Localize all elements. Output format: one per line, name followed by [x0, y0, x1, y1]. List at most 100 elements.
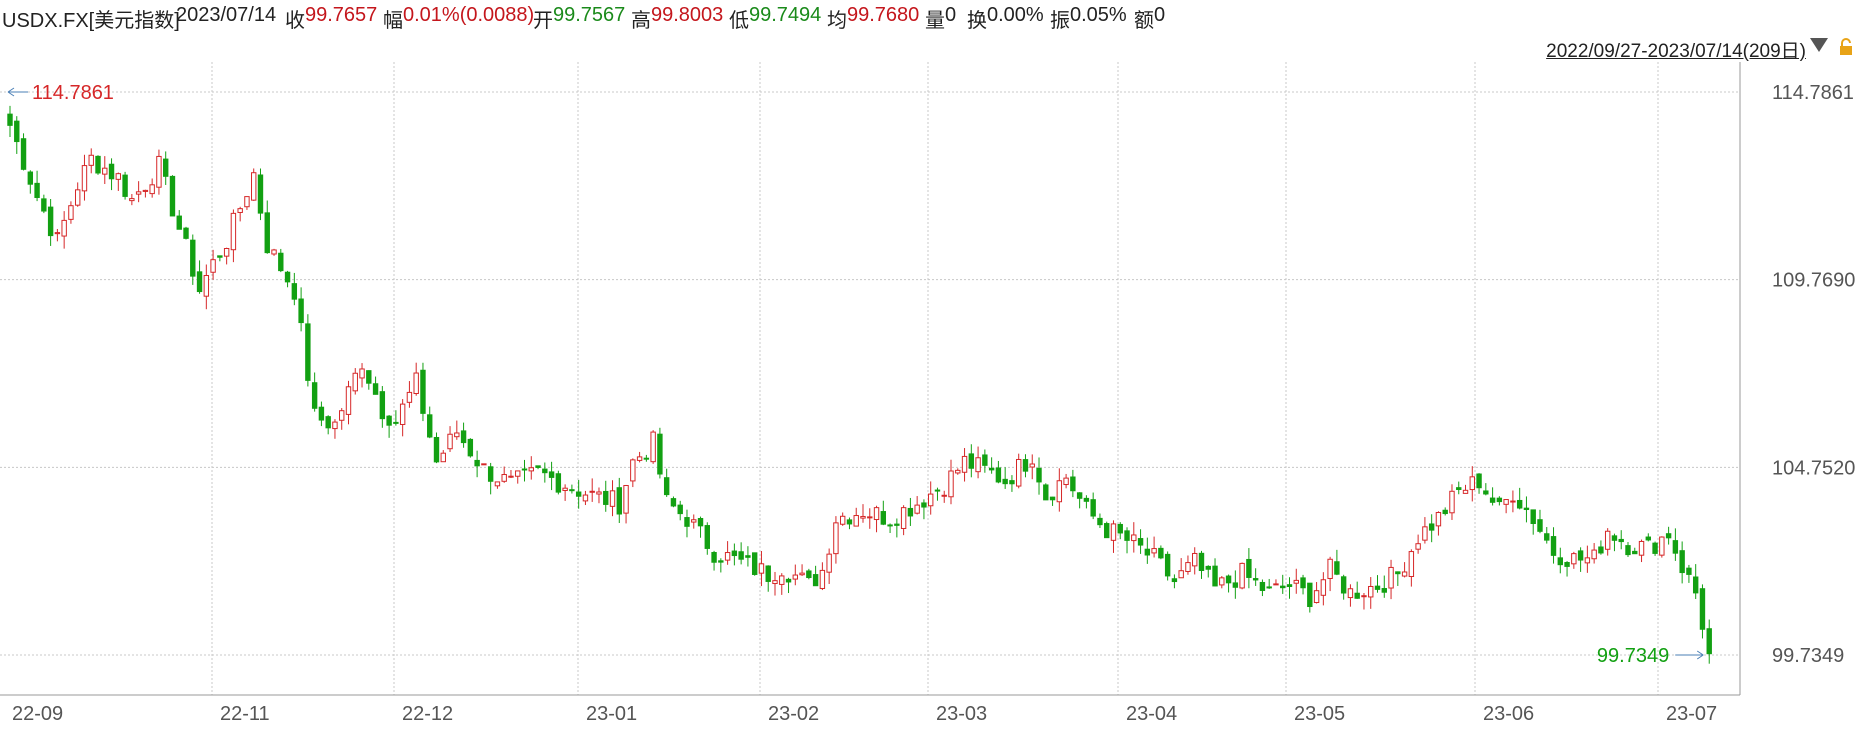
candle-up [237, 208, 243, 213]
candle-down [745, 555, 751, 558]
candle-up [481, 463, 487, 466]
close-label: 收 [285, 10, 305, 32]
candle-up [515, 470, 521, 477]
candle-up [223, 248, 230, 257]
candle-down [1246, 558, 1252, 578]
candle-down [887, 524, 893, 527]
amount-value: 0 [1154, 4, 1166, 26]
candle-down [718, 560, 724, 563]
candle-up [1029, 463, 1035, 468]
candle-up [1408, 551, 1415, 578]
amount-label: 额 [1134, 10, 1154, 32]
candle-up [1401, 571, 1408, 577]
candle-up [1016, 458, 1022, 487]
candle-down [1564, 562, 1570, 567]
candle-up [630, 459, 636, 482]
candle-down [1212, 565, 1218, 587]
candle-down [603, 490, 609, 505]
candle-down [616, 487, 622, 515]
candle-down [1036, 467, 1042, 483]
min-arrow-icon [1696, 650, 1704, 660]
volume-value: 0 [945, 4, 957, 26]
candle-up [1503, 499, 1509, 505]
candle-up [102, 167, 108, 175]
x-tick-label: 22-11 [220, 703, 270, 725]
candle-up [1469, 476, 1475, 491]
candle-down [1158, 547, 1164, 559]
candle-down [988, 467, 995, 471]
candle-down [41, 198, 47, 212]
candle-down [1171, 578, 1178, 583]
turnover-value: 0.00% [987, 4, 1044, 26]
candle-down [366, 370, 372, 384]
candle-down [751, 552, 758, 575]
candle-up [1056, 480, 1063, 503]
candle-down [163, 158, 169, 177]
candle-down [697, 517, 704, 527]
candle-down [1645, 536, 1652, 541]
candle-up [332, 421, 338, 430]
y-tick-label: 104.7520 [1772, 457, 1855, 479]
candle-up [961, 455, 968, 473]
candle-down [1307, 582, 1313, 608]
candle-up [339, 410, 345, 421]
candle-down [1280, 585, 1286, 589]
candle-up [1185, 562, 1191, 572]
candle-up [1584, 557, 1591, 564]
candle-up [61, 219, 67, 237]
max-arrow-icon [7, 87, 15, 97]
candle-down [542, 468, 548, 474]
candle-up [345, 386, 352, 415]
candle-down [190, 239, 196, 277]
avg-label: 均 [827, 10, 847, 32]
candle-down [20, 138, 27, 170]
candle-up [1239, 562, 1245, 589]
x-tick-label: 23-03 [936, 703, 987, 725]
candle-down [657, 433, 663, 475]
candle-down [575, 491, 582, 497]
candle-down [812, 574, 819, 587]
candle-down [433, 436, 440, 463]
candle-up [230, 212, 237, 251]
candle-down [1374, 585, 1381, 590]
candle-up [508, 475, 514, 478]
candle-up [88, 154, 94, 166]
x-tick-label: 23-06 [1483, 703, 1534, 725]
candle-up [826, 553, 832, 573]
x-tick-label: 23-04 [1126, 703, 1177, 725]
candle-up [596, 491, 602, 495]
x-tick-label: 22-12 [402, 703, 453, 725]
candle-down [427, 414, 433, 438]
candle-down [1625, 545, 1631, 556]
candle-down [1381, 588, 1387, 593]
candle-up [413, 372, 419, 395]
candle-up [1510, 500, 1516, 503]
quote-header: USDX.FX[美元指数] 2023/07/14 收 99.7657 幅 0.0… [0, 0, 1858, 32]
candle-down [379, 391, 386, 420]
candle-up [1571, 553, 1577, 565]
high-label: 高 [631, 10, 651, 32]
lock-icon[interactable] [1838, 38, 1854, 56]
candle-down [1002, 478, 1008, 485]
candle-up [819, 569, 826, 589]
candle-up [81, 165, 88, 192]
candle-down [1699, 588, 1706, 630]
candle-down [1232, 582, 1239, 588]
candle-up [1313, 590, 1320, 604]
dropdown-arrow-icon[interactable] [1810, 38, 1828, 52]
y-tick-label: 99.7349 [1772, 645, 1844, 667]
candle-up [1591, 549, 1597, 560]
candle-up [149, 184, 155, 195]
candle-down [1611, 535, 1618, 541]
candle-down [1557, 557, 1563, 566]
volume-label: 量 [925, 10, 945, 32]
candle-up [1063, 477, 1069, 486]
candle-down [318, 406, 325, 421]
candle-down [765, 565, 771, 582]
date-range-selector[interactable]: 2022/09/27-2023/07/14(209日) [1546, 41, 1806, 62]
candle-down [1198, 552, 1205, 572]
candle-down [1252, 578, 1259, 581]
candle-down [291, 283, 298, 300]
candle-up [454, 432, 460, 438]
